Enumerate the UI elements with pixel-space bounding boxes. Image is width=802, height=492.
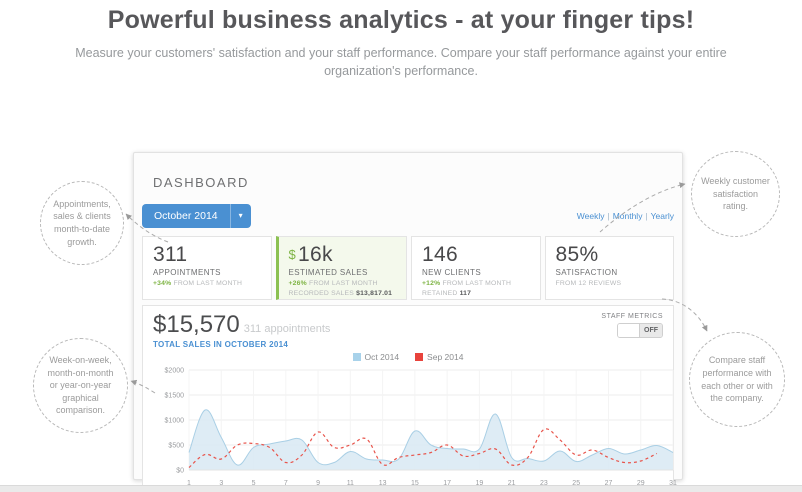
stat-extra: RECORDED SALES $13,817.01	[288, 290, 393, 297]
period-label: October 2014	[154, 210, 218, 222]
svg-text:27: 27	[605, 480, 613, 487]
legend-swatch-sep	[415, 353, 424, 361]
page-title: Powerful business analytics - at your fi…	[107, 6, 695, 34]
svg-text:21: 21	[508, 480, 516, 487]
stat-value: 311	[153, 243, 188, 266]
chevron-down-icon: ▾	[229, 204, 251, 228]
stat-card-satisfaction: 85% SATISFACTION FROM 12 REVIEWS	[544, 236, 674, 300]
stat-label: APPOINTMENTS	[153, 268, 221, 277]
svg-text:17: 17	[443, 480, 451, 487]
staff-metrics-label: STAFF METRICS	[601, 313, 663, 320]
svg-text:11: 11	[347, 480, 354, 487]
svg-text:5: 5	[252, 480, 256, 487]
dashboard-controls: October 2014 ▾ Weekly | Monthly | Yearly	[142, 204, 674, 228]
callout-graphical-comparison: Week-on-week, month-on-month or year-on-…	[33, 338, 128, 433]
legend-swatch-oct	[352, 353, 361, 361]
period-dropdown-button[interactable]: October 2014 ▾	[142, 204, 251, 228]
svg-text:15: 15	[411, 480, 419, 487]
total-sales: $15,570 311 appointments TOTAL SALES IN O…	[153, 311, 331, 350]
sales-chart-panel: $15,570 311 appointments TOTAL SALES IN O…	[142, 305, 677, 492]
svg-text:31: 31	[669, 480, 677, 487]
dollar-icon: $	[288, 247, 297, 262]
svg-text:29: 29	[637, 480, 645, 487]
stat-value: 85%	[555, 243, 599, 266]
stat-value: 146	[422, 243, 458, 266]
svg-text:1: 1	[187, 480, 191, 487]
svg-text:25: 25	[572, 480, 580, 487]
sales-comparison-chart: $2000$1500$1000$500$01 3 5 7 9 11 13 15 17 19 21 23…	[165, 368, 677, 488]
page-section-divider	[0, 485, 802, 492]
stat-label: NEW CLIENTS	[422, 268, 482, 277]
svg-text:$2000: $2000	[165, 368, 185, 375]
svg-text:9: 9	[316, 480, 320, 487]
callout-text: Week-on-week, month-on-month or year-on-…	[47, 355, 114, 416]
svg-text:7: 7	[284, 480, 288, 487]
dashboard-heading: DASHBOARD	[153, 175, 249, 190]
total-sales-caption: TOTAL SALES IN OCTOBER 2014	[153, 340, 289, 349]
link-separator: |	[645, 211, 648, 221]
stat-label: SATISFACTION	[555, 268, 618, 277]
link-yearly[interactable]: Yearly	[650, 211, 674, 221]
link-monthly[interactable]: Monthly	[612, 211, 643, 221]
stat-value: $16k	[288, 243, 333, 266]
callout-staff-compare: Compare staff performance with each othe…	[689, 332, 785, 427]
page-subtitle: Measure your customers' satisfaction and…	[75, 46, 727, 79]
stat-delta: +26% FROM LAST MONTH	[288, 280, 378, 287]
stat-extra: RETAINED 117	[422, 290, 472, 297]
svg-text:$500: $500	[168, 443, 184, 450]
chart-legend: Oct 2014 Sep 2014	[153, 351, 663, 363]
callout-text: Compare staff performance with each othe…	[701, 355, 773, 404]
legend-sep: Sep 2014	[415, 351, 463, 363]
total-sales-value: $15,570	[153, 311, 240, 338]
total-sales-note: 311 appointments	[243, 323, 331, 335]
svg-text:23: 23	[540, 480, 548, 487]
svg-text:13: 13	[379, 480, 387, 487]
callout-satisfaction-rating: Weekly customer satisfaction rating.	[691, 151, 780, 237]
stat-card-appointments: 311 APPOINTMENTS +34% FROM LAST MONTH	[142, 236, 272, 300]
chart-header: $15,570 311 appointments TOTAL SALES IN O…	[153, 313, 663, 349]
svg-text:$0: $0	[176, 468, 184, 475]
svg-text:19: 19	[476, 480, 484, 487]
stat-card-estimated-sales: $16k ESTIMATED SALES +26% FROM LAST MONT…	[275, 236, 407, 300]
callout-text: Weekly customer satisfaction rating.	[701, 176, 770, 212]
staff-metrics: STAFF METRICS OFF	[601, 313, 663, 349]
staff-metrics-toggle[interactable]: OFF	[617, 323, 663, 338]
callout-month-to-date-growth: Appointments, sales & clients month-to-d…	[40, 181, 124, 265]
stat-delta: +12% FROM LAST MONTH	[422, 280, 512, 287]
dashboard-card: DASHBOARD October 2014 ▾ Weekly | Monthly |…	[133, 152, 683, 489]
chart-area: $2000 $1500 $1000 $500 $0 1 3 5 7 9 11 13 15 17 19 21 23…	[153, 364, 677, 492]
stat-note: FROM 12 REVIEWS	[555, 280, 622, 287]
view-links: Weekly | Monthly | Yearly	[577, 211, 674, 221]
stat-label: ESTIMATED SALES	[288, 268, 368, 277]
toggle-knob	[618, 324, 640, 337]
svg-text:$1000: $1000	[165, 418, 185, 425]
callout-text: Appointments, sales & clients month-to-d…	[53, 198, 111, 247]
svg-text:3: 3	[219, 480, 223, 487]
toggle-state: OFF	[640, 324, 662, 337]
stat-card-new-clients: 146 NEW CLIENTS +12% FROM LAST MONTH RET…	[411, 236, 541, 300]
link-weekly[interactable]: Weekly	[576, 211, 605, 221]
link-separator: |	[607, 211, 610, 221]
svg-text:$1500: $1500	[165, 393, 185, 400]
legend-oct: Oct 2014	[352, 351, 399, 363]
stats-row: 311 APPOINTMENTS +34% FROM LAST MONTH $1…	[142, 236, 674, 300]
stat-delta: +34% FROM LAST MONTH	[153, 280, 243, 287]
